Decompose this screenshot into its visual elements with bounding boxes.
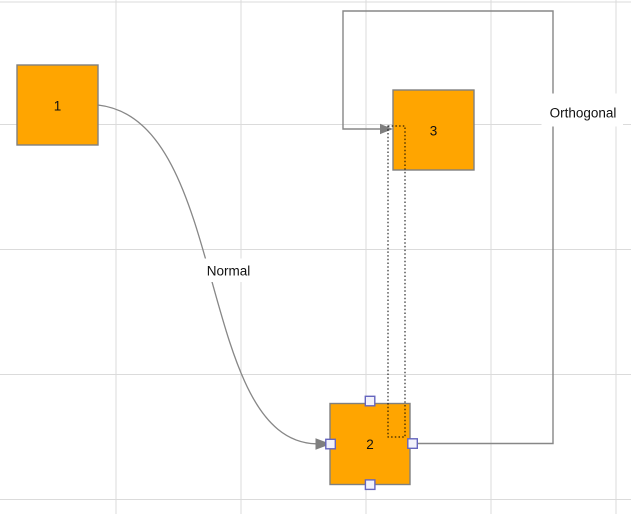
node-3-shape[interactable] bbox=[392, 89, 475, 171]
selection-handle-top[interactable] bbox=[364, 395, 376, 407]
edge-orthogonal-arrowhead-icon bbox=[380, 123, 393, 135]
selection-handle-bottom[interactable] bbox=[364, 479, 376, 491]
node-2[interactable]: 2 bbox=[329, 402, 411, 486]
edge-orthogonal-label-group[interactable]: Orthogonal bbox=[541, 93, 624, 127]
edge-normal-label[interactable]: Normal bbox=[207, 264, 251, 279]
node-1-label: 1 bbox=[54, 99, 62, 114]
node-3[interactable]: 3 bbox=[392, 89, 475, 171]
edge-orthogonal[interactable] bbox=[342, 10, 554, 445]
selection-handle-right[interactable] bbox=[407, 438, 418, 449]
node-3-label: 3 bbox=[430, 124, 438, 139]
node-1-shape[interactable] bbox=[16, 64, 99, 146]
edge-orthogonal-label[interactable]: Orthogonal bbox=[550, 106, 617, 121]
selection-handles[interactable] bbox=[325, 395, 418, 491]
edge-orthogonal-label-bg bbox=[541, 93, 623, 127]
selection-handle-left[interactable] bbox=[325, 438, 336, 450]
edge-normal-arrowhead-icon bbox=[315, 438, 331, 450]
edge-normal-label-group[interactable]: Normal bbox=[201, 258, 256, 283]
node-2-label: 2 bbox=[366, 437, 374, 452]
edge-preview-dotted-path[interactable] bbox=[387, 125, 406, 438]
edge-normal-label-bg bbox=[201, 258, 256, 282]
node-1[interactable]: 1 bbox=[16, 64, 99, 146]
